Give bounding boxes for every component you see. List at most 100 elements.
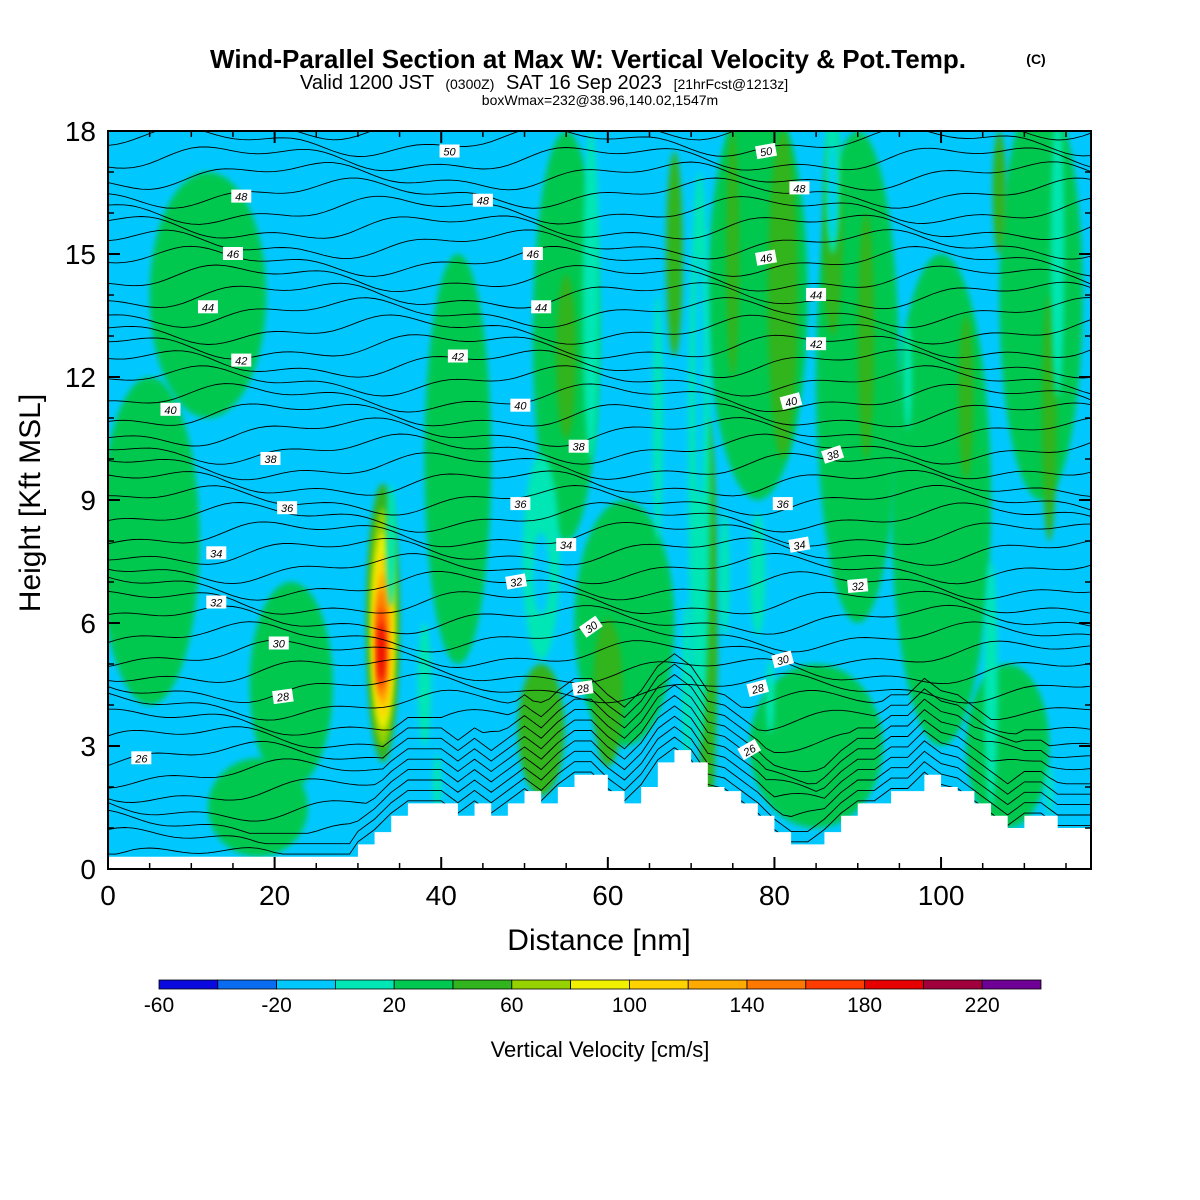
contour-label-38-18: 38: [568, 439, 589, 454]
theta-contour-23: [108, 452, 1091, 481]
contour-label-46-30: 46: [522, 247, 543, 261]
theta-contour-40: [108, 161, 1091, 191]
contour-label-text: 44: [535, 302, 547, 314]
contour-label-box: [568, 439, 589, 453]
colorbar-swatch-0: [334, 979, 395, 990]
contour-label-text: 34: [210, 548, 222, 560]
w-feature-22: [666, 151, 683, 357]
contour-label-32-9: 32: [505, 573, 528, 590]
colorbar-swatch--20: [276, 979, 336, 990]
contour-label-box: [755, 249, 778, 266]
theta-contour-17: [108, 552, 1091, 585]
contour-label-text: 36: [514, 499, 527, 511]
contour-label-34-12: 34: [556, 538, 577, 552]
contour-label-36-15: 36: [510, 497, 531, 511]
theta-contour-41: [108, 146, 1091, 172]
contour-label-box: [472, 193, 493, 207]
terrain-fill: [108, 750, 1091, 869]
contour-label-box: [260, 452, 281, 465]
contour-label-text: 30: [776, 653, 792, 668]
contour-label-48-32: 48: [231, 189, 252, 204]
contour-label-text: 36: [281, 503, 294, 515]
theta-contour-4: [108, 705, 1091, 803]
x-tick-label-20: 20: [259, 880, 290, 911]
y-tick-label-15: 15: [65, 239, 96, 270]
theta-contour-26: [108, 402, 1091, 428]
theta-contour-36: [108, 229, 1091, 260]
colorbar-tick-label--20: -20: [261, 994, 291, 1017]
contour-label-text: 40: [164, 405, 177, 417]
theta-contour-2: [108, 726, 1091, 834]
contour-label-text: 28: [750, 682, 767, 697]
theta-contour-10: [108, 672, 1091, 704]
contour-label-28-4: 28: [746, 679, 769, 697]
theta-contour-27: [108, 383, 1091, 413]
x-tick-label-80: 80: [759, 880, 790, 911]
colorbar: -60 -20 20 60 100 140 180 220: [144, 979, 1042, 1017]
contour-label-box: [231, 353, 252, 367]
y-tick-label-3: 3: [80, 731, 96, 762]
w-feature-35: [432, 754, 442, 812]
contour-label-text: 34: [560, 540, 572, 552]
contour-label-box: [231, 189, 252, 203]
x-tick-label-100: 100: [918, 880, 965, 911]
w-feature-49: [532, 532, 550, 615]
contour-label-box: [272, 688, 294, 705]
theta-contour-18: [108, 537, 1091, 566]
contour-label-text: 46: [759, 252, 774, 266]
theta-contour-9: [108, 653, 1091, 721]
colorbar-swatch-20: [393, 979, 454, 990]
colorbar-tick-label-180: 180: [847, 994, 882, 1017]
contour-label-text: 42: [810, 339, 822, 351]
contour-label-text: 42: [235, 356, 247, 368]
theta-contour-6: [108, 684, 1091, 772]
theta-contour-34: [108, 264, 1091, 293]
w-feature-10: [999, 131, 1083, 500]
theta-contour-28: [108, 365, 1091, 397]
contour-label-box: [789, 181, 810, 195]
contour-label-box: [277, 501, 298, 515]
contour-label-44-27: 44: [531, 300, 552, 314]
contour-label-text: 44: [810, 290, 822, 302]
contour-label-text: 26: [134, 753, 148, 765]
contour-label-text: 48: [793, 183, 806, 195]
w-feature-45: [1051, 131, 1065, 398]
theta-contour-7: [108, 674, 1091, 754]
contour-label-box: [510, 398, 531, 412]
y-tick-label-12: 12: [65, 362, 96, 393]
contour-label-text: 30: [273, 639, 286, 651]
contour-label-46-31: 46: [755, 249, 778, 266]
contour-label-38-17: 38: [260, 452, 281, 466]
contour-label-text: 32: [509, 576, 523, 590]
contour-label-44-26: 44: [197, 300, 218, 314]
contour-label-text: 38: [264, 454, 277, 466]
x-tick-label-0: 0: [100, 880, 116, 911]
theta-contour-14: [108, 604, 1091, 635]
colorbar-swatch-60: [511, 979, 571, 990]
w-feature-20: [958, 315, 974, 480]
y-tick-label-0: 0: [80, 854, 96, 885]
colorbar-swatch-200: [923, 979, 983, 990]
contour-label-26-0: 26: [131, 751, 152, 765]
w-feature-3: [207, 758, 308, 857]
w-feature-2: [249, 582, 333, 787]
contour-label-text: 42: [452, 352, 464, 364]
y-axis-label: Height [Kft MSL]: [14, 394, 47, 612]
contour-label-box: [771, 650, 794, 669]
subtitle-main-b: SAT 16 Sep 2023: [506, 72, 662, 94]
theta-contour-39: [108, 177, 1091, 209]
contour-label-box: [206, 595, 227, 609]
contour-label-38-19: 38: [821, 445, 845, 464]
chart-subtitle: Valid 1200 JST (0300Z) SAT 16 Sep 2023 […: [300, 72, 788, 108]
colorbar-swatch--60: [158, 979, 219, 990]
colorbar-swatch-180: [864, 979, 924, 990]
theta-contour-20: [108, 502, 1091, 533]
chart-title-mark: (C): [1026, 51, 1045, 67]
colorbar-tick-label--60: -60: [144, 994, 174, 1017]
chart-subtitle-2: boxWmax=232@38.96,140.02,1547m: [482, 92, 718, 108]
contour-label-box: [755, 142, 778, 160]
colorbar-swatch-140: [746, 979, 807, 990]
theta-contour-37: [108, 214, 1091, 240]
w-feature-50: [695, 254, 704, 500]
contour-label-text: 38: [825, 448, 841, 463]
